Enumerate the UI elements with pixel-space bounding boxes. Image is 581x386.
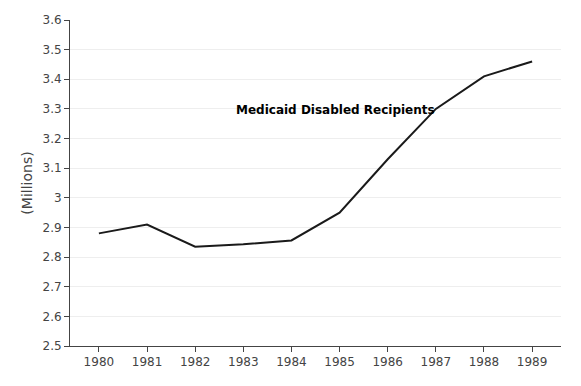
svg-text:2.5: 2.5 <box>43 339 62 353</box>
svg-text:1988: 1988 <box>469 355 500 369</box>
svg-text:3.2: 3.2 <box>43 132 62 146</box>
svg-text:1982: 1982 <box>180 355 211 369</box>
svg-text:2.9: 2.9 <box>43 221 62 235</box>
svg-text:1980: 1980 <box>84 355 115 369</box>
svg-text:1983: 1983 <box>228 355 259 369</box>
svg-text:3: 3 <box>54 191 62 205</box>
svg-text:1989: 1989 <box>517 355 548 369</box>
svg-text:Medicaid Disabled Recipients: Medicaid Disabled Recipients <box>236 103 435 117</box>
svg-text:2.6: 2.6 <box>43 310 62 324</box>
svg-text:1981: 1981 <box>132 355 163 369</box>
svg-text:3.1: 3.1 <box>43 161 62 175</box>
svg-text:3.4: 3.4 <box>43 72 62 86</box>
svg-text:2.8: 2.8 <box>43 250 62 264</box>
svg-text:3.3: 3.3 <box>43 102 62 116</box>
svg-text:1987: 1987 <box>421 355 452 369</box>
svg-text:3.6: 3.6 <box>43 13 62 27</box>
svg-text:2.7: 2.7 <box>43 280 62 294</box>
svg-text:(Millions): (Millions) <box>19 151 35 214</box>
svg-text:1985: 1985 <box>324 355 355 369</box>
svg-text:1986: 1986 <box>372 355 403 369</box>
svg-text:3.5: 3.5 <box>43 43 62 57</box>
svg-text:1984: 1984 <box>276 355 307 369</box>
